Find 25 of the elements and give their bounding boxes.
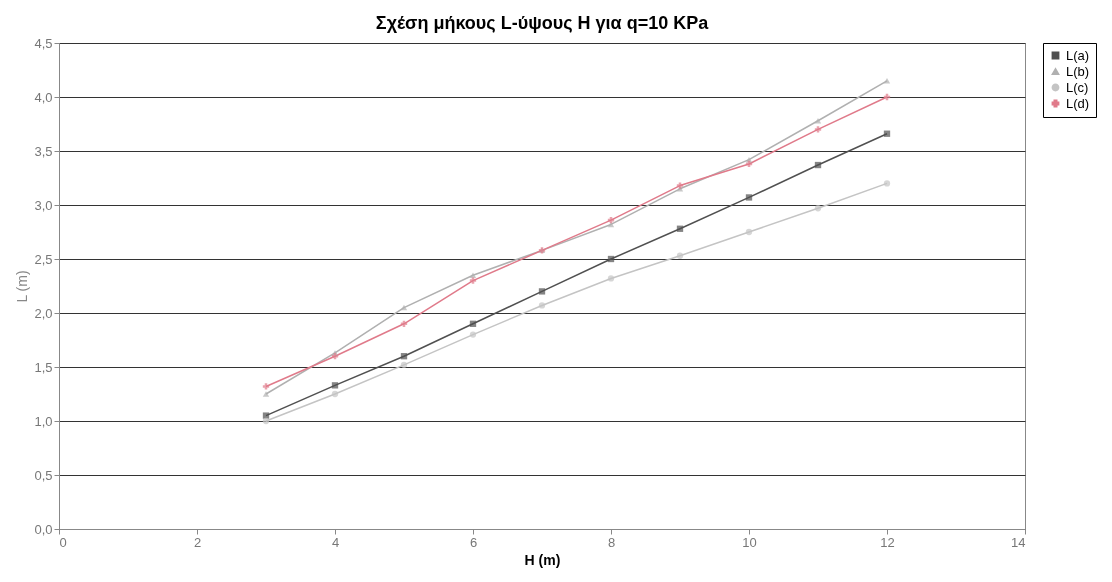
- y-tick-label: 1,0: [34, 413, 53, 429]
- x-tick-label: 14: [1011, 534, 1026, 550]
- y-tick-label: 0,0: [34, 521, 53, 537]
- x-tick-label: 8: [607, 534, 616, 550]
- y-tick-label: 1,5: [34, 359, 53, 375]
- chart-title: Σχέση μήκους L-ύψους H για q=10 KPa: [375, 13, 710, 33]
- x-tick-label: 6: [469, 534, 478, 550]
- legend-label: L(d): [1066, 95, 1090, 111]
- x-tick-label: 0: [59, 534, 67, 550]
- y-axis-title: L (m): [14, 270, 31, 303]
- y-tick-label: 2,5: [34, 251, 53, 267]
- legend-label: L(b): [1066, 63, 1090, 79]
- y-tick-label: 4,0: [34, 89, 53, 105]
- x-tick-label: 2: [193, 534, 202, 550]
- y-tick-label: 2,0: [34, 305, 53, 321]
- x-tick-label: 4: [331, 534, 340, 550]
- x-tick-label: 12: [880, 534, 895, 550]
- y-tick-label: 3,5: [34, 143, 53, 159]
- legend-label: L(a): [1066, 47, 1090, 63]
- y-tick-label: 4,5: [34, 35, 53, 51]
- y-tick-label: 3,0: [34, 197, 53, 213]
- x-tick-label: 10: [742, 534, 757, 550]
- x-axis-title: H (m): [524, 551, 561, 568]
- legend-label: L(c): [1066, 79, 1089, 95]
- y-tick-label: 0,5: [34, 467, 53, 483]
